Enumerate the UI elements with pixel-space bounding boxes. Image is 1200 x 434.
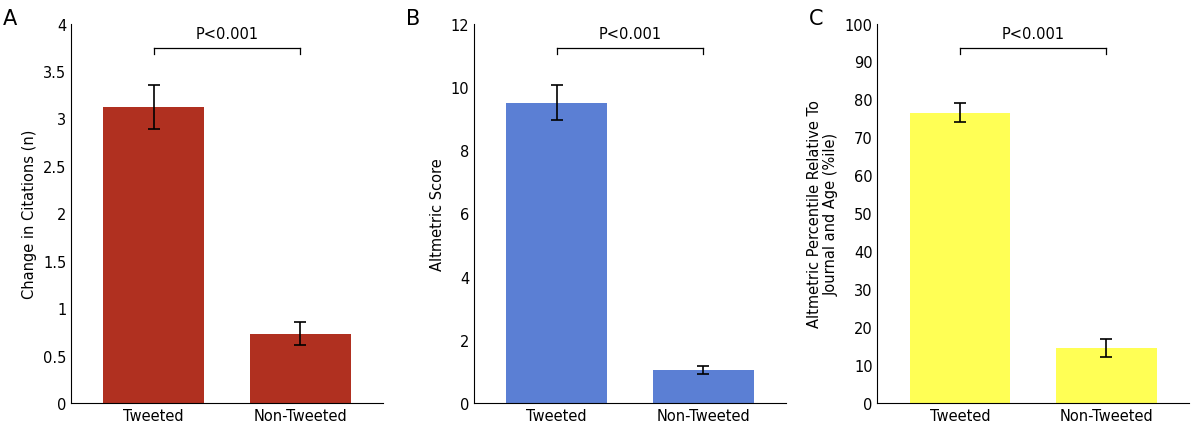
- Y-axis label: Altmetric Percentile Relative To
Journal and Age (%ile): Altmetric Percentile Relative To Journal…: [806, 100, 839, 327]
- Text: A: A: [2, 9, 17, 29]
- Text: P<0.001: P<0.001: [196, 26, 258, 42]
- Y-axis label: Altmetric Score: Altmetric Score: [431, 158, 445, 270]
- Bar: [506, 103, 607, 403]
- Y-axis label: Change in Citations (n): Change in Citations (n): [23, 129, 37, 298]
- Bar: [103, 108, 204, 403]
- Text: B: B: [406, 9, 420, 29]
- Text: P<0.001: P<0.001: [1002, 26, 1064, 42]
- Bar: [250, 334, 350, 403]
- Text: C: C: [809, 9, 823, 29]
- Bar: [910, 113, 1010, 403]
- Bar: [653, 370, 754, 403]
- Bar: [1056, 348, 1157, 403]
- Text: P<0.001: P<0.001: [599, 26, 661, 42]
